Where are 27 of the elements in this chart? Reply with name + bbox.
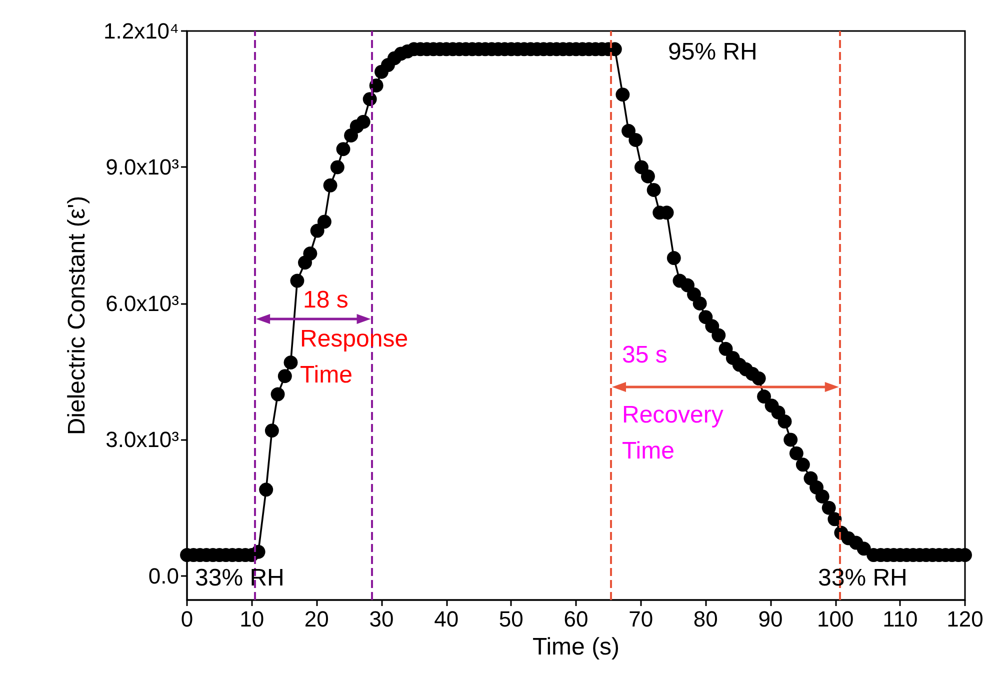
x-tick-label: 120	[946, 606, 984, 632]
x-tick-label: 50	[498, 606, 524, 632]
y-tick-label: 9.0x10³	[106, 154, 179, 180]
x-tick-label: 80	[693, 606, 718, 632]
annotation: 33% RH	[818, 564, 908, 592]
x-axis-title: Time (s)	[532, 633, 620, 660]
annotation: 33% RH	[195, 564, 284, 592]
annotation: Response Time	[300, 326, 408, 388]
x-tick-label: 60	[564, 606, 588, 632]
x-tick-label: 10	[240, 606, 264, 632]
x-tick-label: 110	[882, 606, 918, 632]
annotation: 18 s	[303, 286, 348, 314]
y-tick-label: 6.0x10³	[106, 290, 179, 316]
y-axis-title: Dielectric Constant (ε')	[64, 196, 90, 436]
x-tick-label: 40	[434, 606, 459, 632]
x-tick-label: 100	[816, 606, 854, 632]
y-tick-label: 3.0x10³	[106, 427, 179, 452]
annotation: 35 s	[622, 342, 668, 368]
y-tick-label: 1.2x10⁴	[103, 18, 179, 44]
y-tick-label: 0.0	[148, 563, 179, 588]
x-tick-label: 0	[180, 606, 194, 632]
annotation: Recovery Time	[622, 402, 724, 464]
x-tick-label: 20	[304, 606, 329, 632]
x-tick-label: 70	[628, 606, 654, 632]
annotation: 95% RH	[668, 38, 758, 66]
x-tick-label: 90	[758, 606, 783, 632]
x-tick-label: 30	[369, 606, 394, 632]
